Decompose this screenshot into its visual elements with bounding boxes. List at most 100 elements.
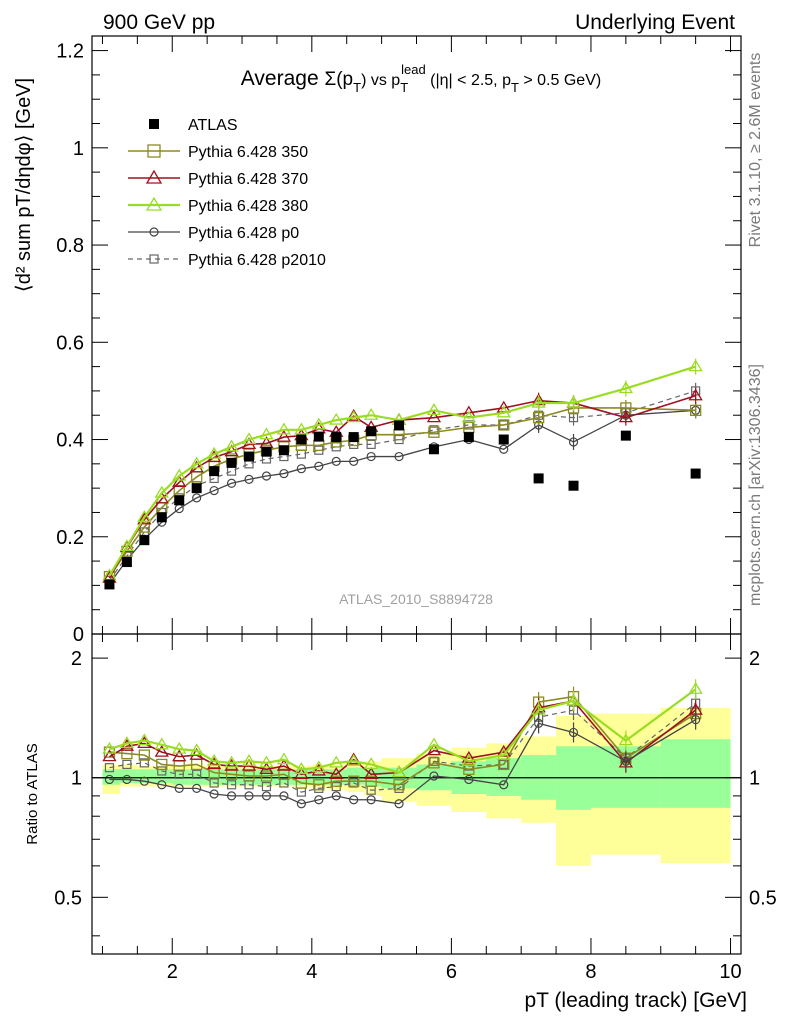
ratio-point-pythia-6-428-370 (363, 767, 379, 779)
ratio-line-pythia-6-428-p0 (109, 719, 696, 805)
data-point-pythia-6-428-380 (206, 446, 222, 459)
ratio-point-pythia-6-428-p2010 (104, 763, 115, 773)
data-point-pythia-6-428-p0 (331, 456, 341, 467)
ratio-point-pythia-6-428-p2010 (226, 780, 237, 790)
ratio-point-pythia-6-428-p0 (331, 791, 341, 801)
ratio-band-inner (276, 769, 295, 785)
ratio-point-pythia-6-428-p0 (296, 799, 306, 809)
data-point-pythia-6-428-350 (428, 426, 440, 438)
data-point-pythia-6-428-380 (189, 456, 204, 469)
ratio-point-pythia-6-428-370 (154, 744, 169, 757)
main-y-tick-label: 0.2 (56, 527, 84, 549)
ratio-point-pythia-6-428-380 (224, 755, 239, 768)
ratio-point-pythia-6-428-350 (428, 757, 440, 769)
ratio-point-pythia-6-428-380 (241, 754, 257, 766)
data-point-atlas (104, 579, 115, 590)
legend-label-atlas: ATLAS (188, 117, 238, 134)
ratio-point-pythia-6-428-350 (278, 768, 290, 780)
main-y-tick-label: 1 (73, 138, 84, 160)
ratio-point-pythia-6-428-380 (461, 754, 476, 766)
ratio-point-pythia-6-428-370 (346, 752, 361, 765)
x-tick-label: 4 (306, 961, 317, 983)
ratio-point-pythia-6-428-p0 (261, 791, 272, 801)
data-point-pythia-6-428-p2010 (226, 466, 237, 476)
ratio-y-tick-label-right: 2 (749, 648, 760, 670)
ratio-point-pythia-6-428-p2010 (157, 766, 167, 776)
ratio-y-tick-label: 1 (71, 768, 82, 790)
title-part-a: Average (241, 67, 325, 90)
ratio-point-pythia-6-428-380 (154, 737, 169, 750)
ratio-point-pythia-6-428-p0 (139, 776, 149, 786)
data-point-atlas (191, 483, 202, 494)
x-tick-label: 6 (446, 961, 457, 983)
data-point-pythia-6-428-380 (311, 417, 326, 430)
ratio-y-tick-label: 0.5 (54, 887, 82, 909)
data-point-pythia-6-428-380 (276, 422, 292, 435)
data-point-atlas (139, 535, 150, 546)
ratio-point-pythia-6-428-350 (463, 763, 475, 775)
ratio-point-pythia-6-428-380 (206, 754, 222, 766)
data-point-pythia-6-428-380 (259, 427, 274, 440)
data-point-pythia-6-428-p0 (349, 456, 359, 467)
main-y-tick-label: 1.2 (56, 41, 84, 63)
ratio-point-pythia-6-428-p0 (621, 756, 631, 766)
ratio-point-pythia-6-428-p0 (349, 795, 359, 805)
ratio-point-pythia-6-428-p0 (209, 789, 219, 799)
series-line-pythia-6-428-350 (108, 407, 696, 578)
ratio-point-pythia-6-428-p0 (534, 718, 544, 728)
data-point-atlas (498, 434, 509, 445)
ratio-point-pythia-6-428-370 (276, 758, 292, 771)
ratio-point-pythia-6-428-380 (688, 681, 703, 694)
title-part-i: > 0.5 GeV) (519, 72, 601, 89)
x-axis-label: pT (leading track) [GeV] (524, 989, 747, 1012)
main-y-tick-label: 0.6 (56, 332, 84, 354)
data-point-atlas (296, 434, 307, 445)
title-part-g: (|η| < 2.5, p (426, 72, 511, 89)
ratio-point-pythia-6-428-380 (311, 760, 326, 773)
title-part-e: T (400, 80, 408, 95)
data-point-atlas (348, 432, 359, 443)
data-point-pythia-6-428-370 (172, 475, 187, 487)
data-point-pythia-6-428-370 (137, 512, 152, 525)
ratio-point-pythia-6-428-380 (172, 741, 187, 754)
data-point-pythia-6-428-380 (346, 410, 361, 423)
chart-title: Average Σ(pT) vs pTlead (|η| < 2.5, pT >… (241, 62, 601, 95)
data-point-pythia-6-428-p0 (568, 437, 579, 447)
ratio-point-pythia-6-428-370 (259, 762, 274, 774)
ratio-point-pythia-6-428-p0 (691, 715, 701, 725)
ratio-point-pythia-6-428-p0 (366, 795, 376, 805)
data-point-pythia-6-428-p0 (261, 471, 272, 481)
data-point-pythia-6-428-p0 (209, 485, 219, 496)
series-line-pythia-6-428-380 (108, 365, 696, 577)
ratio-point-pythia-6-428-p2010 (209, 778, 219, 788)
data-point-atlas (394, 420, 405, 431)
data-point-pythia-6-428-p0 (279, 468, 289, 479)
ratio-point-pythia-6-428-p0 (226, 791, 237, 801)
title-part-h: T (511, 80, 519, 95)
data-point-pythia-6-428-p0 (192, 493, 202, 503)
main-ylabel: ⟨d² sum pT/dηdφ⟩ [GeV] (13, 78, 35, 292)
data-point-pythia-6-428-370 (276, 429, 292, 442)
ratio-band-inner (154, 769, 173, 783)
ratio-point-pythia-6-428-380 (391, 765, 407, 778)
ratio-point-pythia-6-428-370 (311, 763, 326, 776)
ratio-point-pythia-6-428-350 (156, 758, 168, 771)
x-tick-label: 10 (719, 961, 741, 983)
ratio-band-inner (311, 769, 330, 785)
legend-label-370: Pythia 6.428 370 (188, 171, 308, 188)
ratio-data-marks (102, 679, 703, 809)
data-point-atlas (620, 430, 631, 441)
ratio-point-pythia-6-428-p2010 (261, 781, 272, 792)
ratio-point-pythia-6-428-380 (363, 757, 379, 770)
data-point-pythia-6-428-380 (688, 359, 703, 372)
main-y-tick-label: 0.4 (56, 430, 84, 452)
data-point-pythia-6-428-380 (294, 422, 309, 435)
data-point-pythia-6-428-380 (241, 432, 257, 445)
data-point-pythia-6-428-370 (426, 410, 442, 423)
data-point-atlas (313, 431, 324, 442)
ratio-point-pythia-6-428-p0 (314, 795, 324, 805)
ratio-point-pythia-6-428-380 (294, 762, 309, 774)
ratio-plot-panel: 0.5 0.5 1 1 2 2 2 4 6 8 10 Ratio to ATLAS pT (lead… (24, 633, 777, 1012)
legend-label-350: Pythia 6.428 350 (188, 144, 308, 161)
